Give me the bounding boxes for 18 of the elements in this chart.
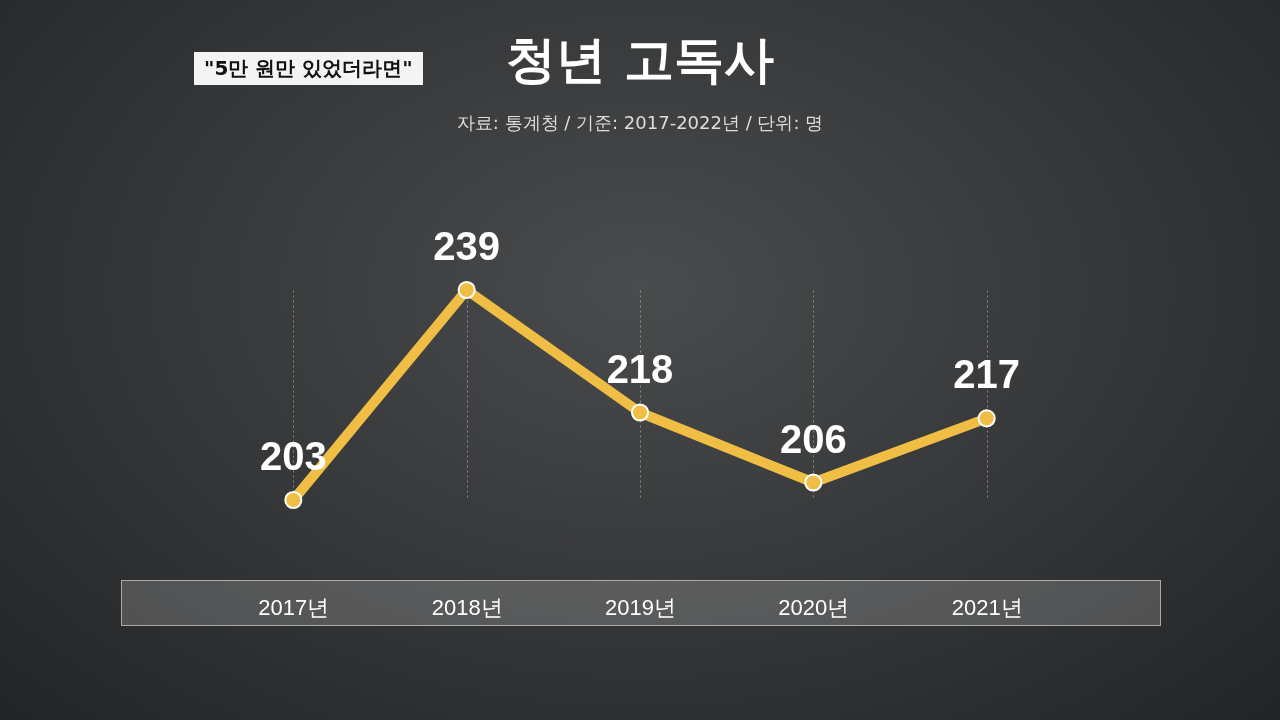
data-label: 218 (606, 346, 674, 391)
chart-subtitle: 자료: 통계청 / 기준: 2017-2022년 / 단위: 명 (456, 112, 824, 133)
data-label: 239 (433, 224, 501, 268)
data-label: 206 (779, 416, 847, 461)
point (457, 280, 476, 300)
text: "5만 원만 있었더라면" (194, 52, 423, 85)
point (630, 403, 650, 422)
chart-title: 청년 고독사 (506, 31, 774, 89)
point (804, 473, 823, 492)
x-tick-label: 2017년 (258, 594, 330, 620)
data-label: 203 (259, 434, 327, 478)
x-tick-label: 2021년 (951, 594, 1023, 620)
x-tick-label: 2019년 (605, 594, 676, 620)
point (977, 409, 996, 428)
x-tick-label: 2018년 (431, 594, 503, 620)
x-tick-label: 2020년 (778, 594, 850, 620)
data-label: 217 (953, 352, 1021, 397)
point (284, 490, 303, 510)
